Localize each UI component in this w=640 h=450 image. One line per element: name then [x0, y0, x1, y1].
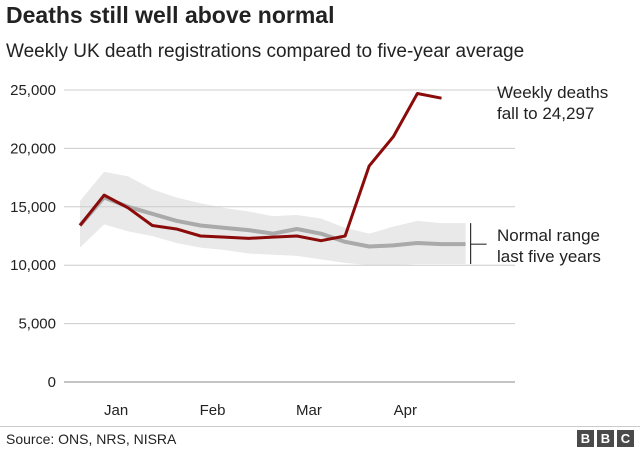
normal-range-annotation: last five years — [497, 247, 601, 266]
y-tick-label: 5,000 — [18, 316, 56, 333]
x-tick-label-feb: Feb — [200, 402, 226, 419]
chart-title: Deaths still well above normal — [6, 2, 335, 28]
chart-subtitle: Weekly UK death registrations compared t… — [6, 41, 525, 62]
bbc-logo-letter-b1: B — [577, 430, 594, 447]
footer-divider — [0, 426, 640, 427]
normal-range-band — [80, 171, 466, 266]
x-tick-label-jan: Jan — [104, 402, 128, 419]
x-tick-label-mar: Mar — [296, 402, 322, 419]
weekly-deaths-annotation: Weekly deaths — [497, 83, 608, 102]
bbc-logo-letter-c: C — [617, 430, 634, 447]
normal-range-annotation: Normal range — [497, 226, 600, 245]
weekly-deaths-line — [78, 92, 442, 243]
weekly-deaths-annotation: fall to 24,297 — [497, 104, 594, 123]
source-note: Source: ONS, NRS, NISRA — [6, 431, 177, 447]
y-tick-label: 0 — [48, 374, 56, 391]
y-tick-label: 20,000 — [10, 140, 56, 157]
y-tick-label: 15,000 — [10, 199, 56, 216]
bbc-logo-letter-b2: B — [597, 430, 614, 447]
line-chart: 0 5,000 10,000 15,000 20,000 25,000 Jan Feb Mar A… — [10, 82, 608, 419]
y-tick-label: 25,000 — [10, 82, 56, 99]
bbc-logo: B B C — [577, 430, 634, 447]
x-tick-label-apr: Apr — [394, 402, 417, 419]
five-year-average-line — [78, 195, 466, 249]
y-tick-label: 10,000 — [10, 257, 56, 274]
